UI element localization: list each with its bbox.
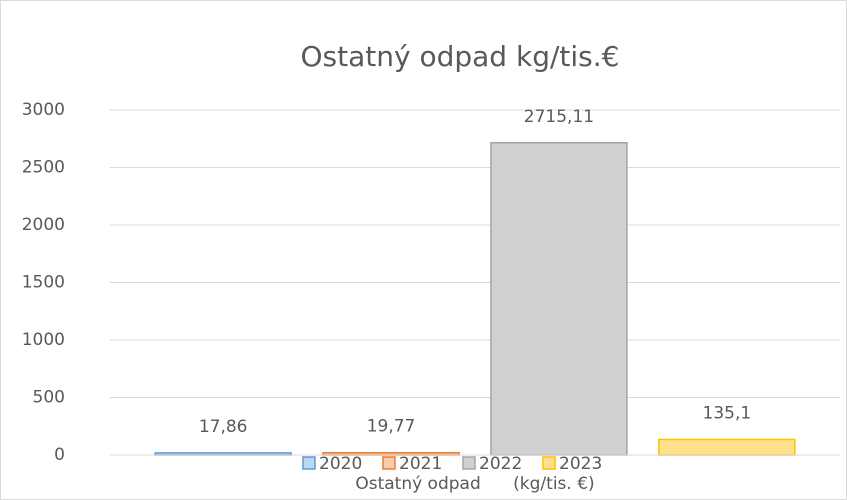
legend-label: 2023 xyxy=(559,454,602,474)
chart-title: Ostatný odpad kg/tis.€ xyxy=(301,40,620,73)
legend-label: 2021 xyxy=(399,454,442,474)
x-tick-label: Ostatný odpad (kg/tis. €) xyxy=(355,474,594,494)
data-label: 135,1 xyxy=(703,403,752,423)
y-tick-label: 500 xyxy=(33,388,65,408)
legend-swatch xyxy=(382,456,396,470)
data-label: 2715,11 xyxy=(524,107,594,127)
data-label: 19,77 xyxy=(367,417,416,437)
legend-swatch xyxy=(462,456,476,470)
y-tick-label: 3000 xyxy=(22,100,65,120)
y-tick-label: 1000 xyxy=(22,330,65,350)
legend-swatch xyxy=(302,456,316,470)
legend-swatch xyxy=(542,456,556,470)
legend-label: 2020 xyxy=(319,454,362,474)
legend-label: 2022 xyxy=(479,454,522,474)
y-tick-label: 2500 xyxy=(22,158,65,178)
bar xyxy=(658,438,796,456)
y-tick-label: 0 xyxy=(54,445,65,465)
y-tick-label: 2000 xyxy=(22,215,65,235)
data-label: 17,86 xyxy=(199,417,248,437)
bar xyxy=(490,142,628,456)
y-tick-label: 1500 xyxy=(22,273,65,293)
